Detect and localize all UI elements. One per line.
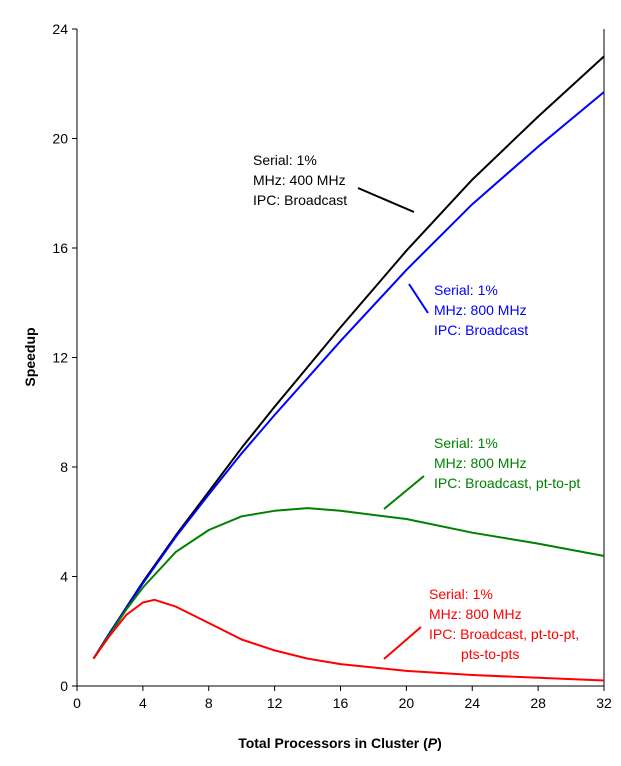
annotation-1-line-1: MHz: 800 MHz [434,302,527,318]
x-tick-label: 16 [333,695,349,711]
x-tick-label: 4 [139,695,147,711]
x-tick-label: 20 [399,695,415,711]
annotation-2-line-0: Serial: 1% [434,435,498,451]
annotation-3-line-2: IPC: Broadcast, pt-to-pt, [429,626,579,642]
x-tick-label: 0 [73,695,81,711]
annotation-3-line-3: pts-to-pts [461,646,519,662]
annotation-0-line-2: IPC: Broadcast [253,192,347,208]
y-tick-label: 12 [52,350,68,366]
annotation-0-line-1: MHz: 400 MHz [253,172,346,188]
series-line-1 [92,91,605,660]
annotation-0-line-0: Serial: 1% [253,152,317,168]
annotation-1-line-0: Serial: 1% [434,282,498,298]
y-tick-label: 16 [52,240,68,256]
x-tick-label: 32 [596,695,612,711]
series-line-0 [92,55,605,660]
x-axis-label-var: P [428,735,438,751]
y-tick-label: 8 [60,459,68,475]
y-tick-label: 0 [60,678,68,694]
annotation-pointer-1 [408,283,429,314]
annotation-2-line-2: IPC: Broadcast, pt-to-pt [434,475,580,491]
annotation-pointer-3 [383,626,422,660]
y-tick-label: 4 [60,569,68,585]
annotation-3-line-0: Serial: 1% [429,586,493,602]
series-line-3 [92,598,605,682]
annotation-pointer-0 [357,187,415,213]
x-tick-label: 24 [464,695,480,711]
x-axis-label-text: Total Processors in Cluster [238,735,420,751]
x-tick-label: 28 [530,695,546,711]
x-tick-label: 8 [205,695,213,711]
annotation-3-line-1: MHz: 800 MHz [429,606,522,622]
x-axis-label: Total Processors in Cluster (P) [238,735,442,751]
x-tick-label: 12 [267,695,283,711]
series-line-2 [92,507,605,660]
annotation-1-line-2: IPC: Broadcast [434,322,528,338]
y-tick-label: 24 [52,21,68,37]
y-tick-label: 20 [52,131,68,147]
annotation-2-line-1: MHz: 800 MHz [434,455,527,471]
annotation-pointer-2 [383,475,425,510]
y-axis-label: Speedup [22,327,38,386]
